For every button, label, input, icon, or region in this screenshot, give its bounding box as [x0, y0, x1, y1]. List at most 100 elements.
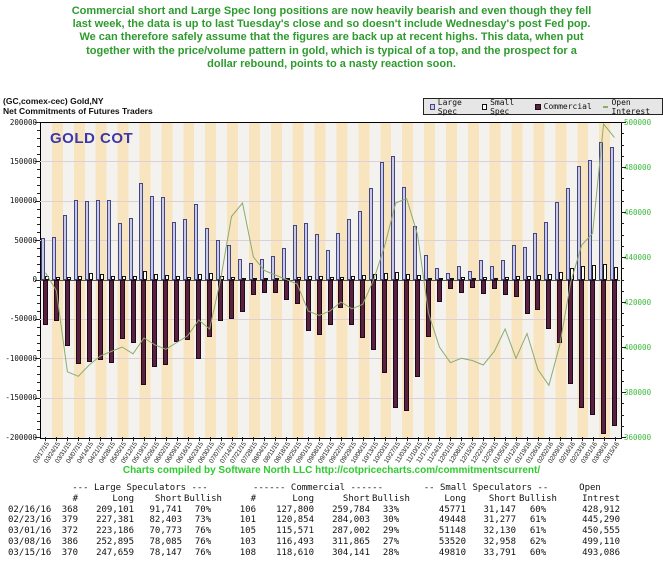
table-cell: 103 — [239, 536, 256, 547]
table-cell — [8, 483, 56, 494]
x-axis-date-label: 04/21/15 — [87, 441, 107, 465]
table-cell: 49448 — [438, 515, 466, 526]
x-axis-date-label: 03/17/15 — [32, 441, 52, 465]
x-axis-date-label: 10/06/15 — [349, 441, 369, 465]
x-axis-date-label: 01/26/16 — [525, 441, 544, 465]
x-axis-date-label: 11/24/15 — [426, 441, 446, 465]
table-cell: 78,085 — [149, 536, 182, 547]
table-cell: Bullish — [184, 493, 222, 504]
table-cell: 311,865 — [332, 536, 370, 547]
credit-link[interactable]: Charts compiled by Software North LLC ht… — [122, 465, 541, 476]
right-axis-tick-label: 440000 — [624, 252, 652, 262]
table-cell: 118,610 — [276, 547, 314, 558]
table-cell: 30% — [382, 515, 400, 526]
x-axis-date-label: 11/03/15 — [393, 441, 413, 465]
x-axis-date-label: 02/16/16 — [557, 441, 577, 465]
table-cell: Long — [292, 493, 314, 504]
x-axis-date-label: 12/29/15 — [481, 441, 501, 465]
table-cell: 209,101 — [96, 504, 134, 515]
chart-subtitle: Net Commitments of Futures Traders — [3, 106, 153, 116]
x-axis-date-label: 07/28/15 — [240, 441, 260, 465]
x-axis-date-label: 10/27/15 — [382, 441, 402, 465]
x-axis-date-label: 11/10/15 — [404, 441, 424, 465]
table-cell: 116,493 — [276, 536, 314, 547]
table-cell: 31,147 — [483, 504, 516, 515]
table-cell: 70,773 — [149, 526, 182, 537]
table-cell: 450,555 — [582, 526, 620, 537]
commentary-text: Commercial short and Large Spec long pos… — [71, 5, 592, 70]
legend-item-open-interest: Open Interest — [602, 97, 656, 116]
legend-item-commercial: Commercial — [534, 102, 592, 111]
table-cell: --- Large Speculators --- — [72, 483, 208, 493]
x-axis-date-label: 04/07/15 — [65, 441, 85, 465]
x-axis-date-label: 07/07/15 — [207, 441, 227, 465]
plot-area — [40, 122, 622, 439]
table-cell: 493,086 — [582, 547, 620, 558]
legend-label: Large Spec — [437, 97, 462, 116]
table-cell: # — [72, 493, 78, 504]
table-row: 03/01/16 372 223,186 70,773 76% 105 115,571 287… — [8, 526, 620, 537]
table-row: 02/23/16 379 227,381 82,403 73% 101 120,854 284… — [8, 515, 620, 526]
x-axis-date-label: 08/25/15 — [284, 441, 304, 465]
bar-swatch-icon — [534, 103, 541, 110]
x-axis-date-label: 09/01/15 — [295, 441, 314, 465]
x-axis-date-label: 04/28/15 — [98, 441, 117, 465]
table-cell: 29% — [382, 526, 400, 537]
table-cell: Long — [112, 493, 134, 504]
legend-item-large-spec: Large Spec — [430, 98, 471, 116]
table-cell: 304,141 — [332, 547, 370, 558]
table-cell: 499,110 — [582, 536, 620, 547]
table-cell: 127,800 — [276, 504, 314, 515]
x-axis-date-label: 12/01/15 — [437, 441, 457, 465]
table-cell: 108 — [239, 547, 256, 558]
table-cell: 370 — [61, 547, 78, 558]
left-axis-tick-label: -200000 — [5, 432, 37, 442]
table-cell: 247,659 — [96, 547, 134, 558]
left-axis-tick-label: -100000 — [5, 353, 37, 363]
chart-source-label: (GC,comex-cec) Gold,NY — [3, 96, 104, 106]
table-cell: 27% — [382, 536, 400, 547]
left-axis-tick-label: 50000 — [14, 235, 37, 245]
x-axis-date-label: 07/14/15 — [218, 441, 238, 465]
table-cell: Short — [154, 493, 182, 504]
left-axis-tick-label: 100000 — [9, 196, 37, 206]
x-axis-date-label: 12/22/15 — [470, 441, 490, 465]
x-axis-date-label: 03/08/16 — [590, 441, 610, 465]
table-cell: 78,147 — [149, 547, 182, 558]
table-cell: 32,958 — [483, 536, 516, 547]
x-axis-date-label: 01/19/16 — [514, 441, 533, 465]
legend-label: Open Interest — [611, 97, 651, 116]
table-cell: # — [250, 493, 256, 504]
line-swatch-icon — [602, 105, 609, 108]
table-cell: Short — [488, 493, 516, 504]
x-axis-date-label: 01/05/16 — [492, 441, 511, 465]
x-axis-date-label: 05/12/15 — [120, 441, 139, 465]
x-axis-date-label: 03/01/16 — [579, 441, 599, 465]
table-cell: 76% — [194, 536, 212, 547]
table-cell: 223,186 — [96, 526, 134, 537]
left-axis-tick-label: 0 — [32, 275, 37, 284]
table-cell: 62% — [529, 536, 547, 547]
table-cell: 03/15/16 — [8, 547, 52, 558]
right-axis-tick-label: 480000 — [624, 162, 652, 172]
table-cell: 386 — [61, 536, 78, 547]
legend-label: Commercial — [543, 102, 592, 111]
table-cell: Bullish — [519, 493, 557, 504]
table-cell: 60% — [529, 504, 547, 515]
table-cell: 60% — [529, 547, 547, 558]
x-axis-date-label: 11/17/15 — [415, 441, 435, 465]
table-cell: 105 — [239, 526, 256, 537]
chart-legend: Large Spec Small Spec Commercial Open Inter… — [423, 97, 663, 116]
right-axis-tick-label: 360000 — [624, 432, 652, 442]
x-axis-date-label: 02/09/16 — [546, 441, 566, 465]
x-axis-date-label: 12/08/15 — [448, 441, 468, 465]
table-cell: 259,784 — [332, 504, 370, 515]
chart-watermark: GOLD COT — [50, 130, 134, 147]
x-axis-date-label: 03/15/16 — [601, 441, 621, 465]
table-cell: 120,854 — [276, 515, 314, 526]
table-cell: 227,381 — [96, 515, 134, 526]
x-axis-date-label: 03/31/15 — [54, 441, 74, 465]
table-cell: ------ Commercial ------ — [252, 483, 384, 493]
table-cell: Bullish — [372, 493, 410, 504]
right-axis-tick-label: 460000 — [624, 207, 652, 217]
